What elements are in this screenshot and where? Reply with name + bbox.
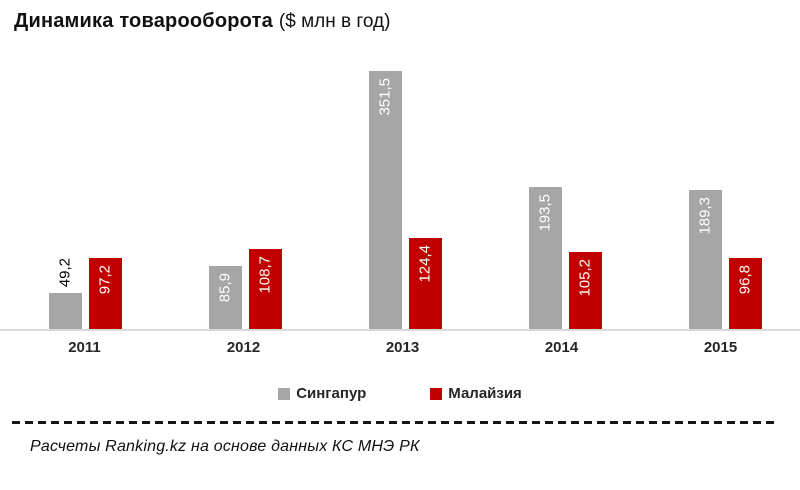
chart-title: Динамика товарооборота ($ млн в год): [0, 0, 800, 36]
source-note: Расчеты Ranking.kz на основе данных КС М…: [30, 438, 420, 455]
bar-value-label-malaysia-2012: 108,7: [256, 256, 274, 294]
bar-group-2015: 189,3 96,8: [645, 65, 800, 329]
bar-singapore-2014: 193,5: [528, 187, 562, 329]
bar-groups: 49,2 97,2 85,9 108,7 351,5 124,4 193,5 105,2 189…: [5, 65, 800, 329]
legend-item-singapore: Сингапур: [278, 385, 366, 402]
x-axis-label-2012: 2012: [226, 339, 261, 356]
bar-group-2013: 351,5 124,4: [325, 65, 485, 329]
x-axis-label-2015: 2015: [703, 339, 738, 356]
legend-label-singapore: Сингапур: [296, 385, 367, 402]
legend-label-malaysia: Малайзия: [448, 385, 522, 402]
bar-value-label-singapore-2014: 193,5: [536, 194, 554, 232]
bar-singapore-2013: 351,5: [368, 71, 402, 329]
bar-malaysia-2014: 105,2: [568, 252, 602, 329]
bar-value-label-malaysia-2013: 124,4: [416, 245, 434, 283]
chart-title-units: ($ млн в год): [278, 11, 391, 32]
bar-singapore-2015: 189,3: [688, 190, 722, 329]
bar-singapore-2011: 49,2: [48, 258, 82, 329]
bar-value-label-singapore-2011: 49,2: [56, 257, 74, 287]
legend-swatch-icon-singapore: [278, 387, 291, 400]
plot-area: 49,2 97,2 85,9 108,7 351,5 124,4 193,5 105,2 189…: [0, 65, 800, 331]
legend-swatch-icon-malaysia: [430, 387, 443, 400]
bar-singapore-2012: 85,9: [208, 266, 242, 329]
x-axis-label-2013: 2013: [385, 339, 420, 356]
bar-malaysia-2013: 124,4: [408, 238, 442, 329]
x-axis-label-2014: 2014: [544, 339, 579, 356]
bar-group-2012: 85,9 108,7: [165, 65, 325, 329]
legend: Сингапур Малайзия: [0, 385, 800, 402]
bar-value-label-singapore-2013: 351,5: [376, 78, 394, 116]
legend-item-malaysia: Малайзия: [430, 385, 522, 402]
bar-value-label-malaysia-2015: 96,8: [736, 265, 754, 295]
bar-value-label-singapore-2012: 85,9: [216, 273, 234, 303]
dashed-separator: [12, 421, 774, 424]
bar-group-2014: 193,5 105,2: [485, 65, 645, 329]
bar-group-2011: 49,2 97,2: [5, 65, 165, 329]
bar-value-label-singapore-2015: 189,3: [696, 197, 714, 235]
bar-malaysia-2012: 108,7: [248, 249, 282, 329]
bar-value-label-malaysia-2011: 97,2: [96, 265, 114, 295]
bar-value-label-malaysia-2014: 105,2: [576, 259, 594, 297]
chart-title-main: Динамика товарооборота: [14, 10, 273, 32]
bar-malaysia-2011: 97,2: [88, 258, 122, 329]
x-axis-label-2011: 2011: [68, 339, 101, 356]
x-axis-labels: 2011 2012 2013 2014 2015: [5, 339, 800, 356]
bar-malaysia-2015: 96,8: [728, 258, 762, 329]
